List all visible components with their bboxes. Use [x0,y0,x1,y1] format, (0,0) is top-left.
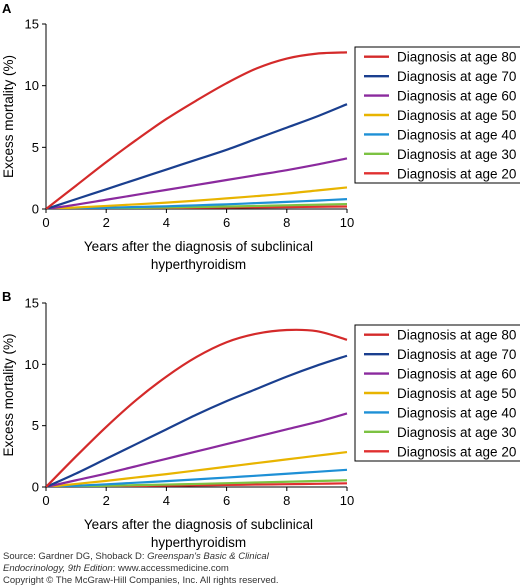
legend-label-diagnosis-at-age-30: Diagnosis at age 30 [397,147,516,162]
series-line-diagnosis-at-age-30 [46,479,348,487]
legend-label-diagnosis-at-age-50: Diagnosis at age 50 [397,108,516,123]
y-tick-label: 5 [32,140,39,155]
x-tick-label: 0 [42,493,49,508]
series-line-diagnosis-at-age-80 [46,328,348,487]
y-tick-label: 15 [25,17,39,32]
series-line-diagnosis-at-age-60 [46,157,348,209]
x-tick-label: 10 [340,493,354,508]
legend-label-diagnosis-at-age-70: Diagnosis at age 70 [397,69,516,84]
legend-label-diagnosis-at-age-80: Diagnosis at age 80 [397,50,516,65]
panel-label: A [2,1,12,16]
x-tick-label: 8 [283,215,290,230]
source-citation: Source: Gardner DG, Shoback D: Greenspan… [3,551,269,575]
x-tick-label: 10 [340,215,354,230]
x-tick-label: 4 [163,493,170,508]
y-tick-label: 10 [25,357,39,372]
y-tick-label: 10 [25,78,39,93]
series-line-diagnosis-at-age-80 [46,51,348,209]
y-tick-label: 0 [32,202,39,217]
copyright-notice: Copyright © The McGraw-Hill Companies, I… [3,575,279,586]
chart-panel-b: B 0 5 10 15 0 2 4 6 8 10 Years after the diagnosis … [1,289,520,550]
source-book-title-cont: Endocrinology, 9th Edition [3,563,113,574]
legend-label-diagnosis-at-age-20: Diagnosis at age 20 [397,444,516,459]
legend-label-diagnosis-at-age-80: Diagnosis at age 80 [397,328,516,343]
series-line-diagnosis-at-age-70 [46,354,348,487]
series-line-diagnosis-at-age-50 [46,450,348,487]
series-line-diagnosis-at-age-50 [46,186,348,209]
x-axis-label: Years after the diagnosis of subclinical [84,239,313,254]
legend-label-diagnosis-at-age-60: Diagnosis at age 60 [397,89,516,104]
source-prefix: Source: Gardner DG, Shoback D: [3,551,148,562]
x-axis-label: Years after the diagnosis of subclinical [84,517,313,532]
series-line-diagnosis-at-age-40 [46,198,348,209]
legend-label-diagnosis-at-age-20: Diagnosis at age 20 [397,166,516,181]
legend-label-diagnosis-at-age-70: Diagnosis at age 70 [397,347,516,362]
x-tick-label: 2 [103,493,110,508]
x-axis-label: hyperthyroidism [151,257,246,272]
source-book-title: Greenspan's Basic & Clinical [147,551,269,562]
legend-label-diagnosis-at-age-50: Diagnosis at age 50 [397,386,516,401]
x-axis-label: hyperthyroidism [151,535,246,550]
chart-panel-a: A 0 5 10 15 0 2 4 6 8 10 Years after the diagnosis … [1,1,520,272]
legend-label-diagnosis-at-age-40: Diagnosis at age 40 [397,405,516,420]
legend-label-diagnosis-at-age-30: Diagnosis at age 30 [397,425,516,440]
y-tick-label: 5 [32,418,39,433]
y-axis-label: Excess mortality (%) [1,333,16,456]
series-line-diagnosis-at-age-40 [46,468,348,487]
y-axis-label: Excess mortality (%) [1,55,16,178]
x-tick-label: 0 [42,215,49,230]
legend: Diagnosis at age 80 Diagnosis at age 70 Di… [354,46,520,184]
y-tick-label: 0 [32,480,39,495]
legend: Diagnosis at age 80 Diagnosis at age 70 Di… [354,324,520,462]
x-tick-label: 4 [163,215,170,230]
series-group [46,328,348,487]
legend-label-diagnosis-at-age-60: Diagnosis at age 60 [397,367,516,382]
legend-box [354,46,520,184]
series-line-diagnosis-at-age-60 [46,412,348,487]
series-line-diagnosis-at-age-70 [46,103,348,209]
source-url: : www.accessmedicine.com [112,563,229,574]
x-tick-label: 6 [223,493,230,508]
x-tick-label: 8 [283,493,290,508]
y-tick-label: 15 [25,296,39,311]
legend-label-diagnosis-at-age-40: Diagnosis at age 40 [397,127,516,142]
panel-label: B [2,289,11,304]
x-tick-label: 6 [223,215,230,230]
series-group [46,51,348,209]
x-tick-label: 2 [103,215,110,230]
